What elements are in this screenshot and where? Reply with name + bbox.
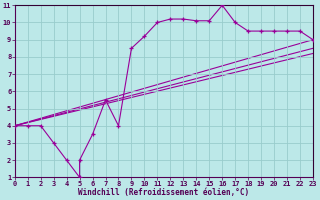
X-axis label: Windchill (Refroidissement éolien,°C): Windchill (Refroidissement éolien,°C) [78,188,249,197]
